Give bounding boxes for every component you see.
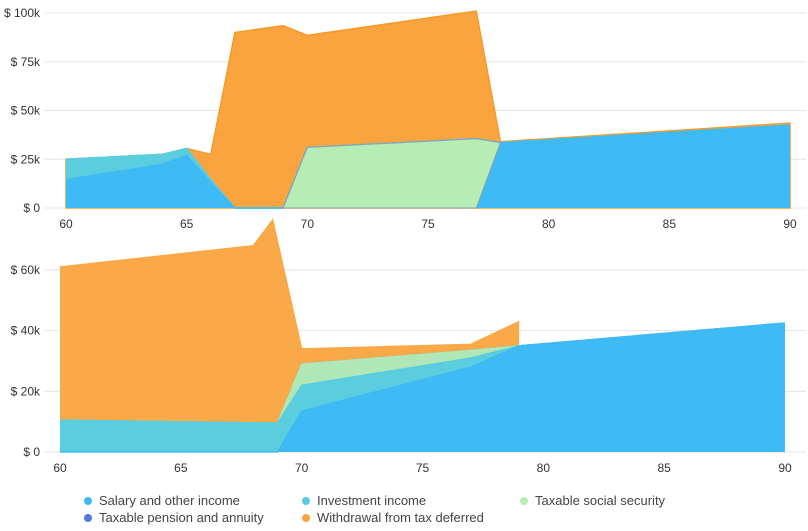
y-tick-label: $ 50k (11, 104, 41, 118)
x-tick-label: 90 (783, 217, 797, 231)
x-tick-label: 85 (657, 461, 671, 475)
y-tick-label: $ 40k (11, 324, 41, 338)
legend-dot-icon (302, 513, 310, 522)
x-tick-label: 75 (416, 461, 430, 475)
chart-legend: Salary and other income Investment incom… (84, 492, 764, 526)
x-tick-label: 65 (180, 217, 194, 231)
legend-item-pension[interactable]: Taxable pension and annuity (84, 510, 302, 525)
area-social-security-overlay (282, 138, 502, 209)
legend-dot-icon (520, 496, 528, 505)
x-tick-label: 80 (542, 217, 556, 231)
legend-label: Investment income (317, 493, 427, 508)
y-tick-label: $ 20k (11, 384, 41, 398)
y-tick-label: $ 75k (11, 55, 41, 69)
y-tick-label: $ 60k (11, 263, 41, 277)
legend-item-salary[interactable]: Salary and other income (84, 493, 302, 508)
y-tick-label: $ 25k (11, 152, 41, 166)
y-tick-label: $ 100k (4, 6, 41, 20)
chart-panel-1: $ 0 $ 25k $ 50k $ 75k $ 100k 60 65 70 75 80 85 90 (4, 6, 806, 231)
legend-dot-icon (302, 496, 310, 505)
legend-dot-icon (84, 513, 92, 522)
x-tick-label: 70 (295, 461, 309, 475)
area-salary-and-other-income (60, 323, 785, 452)
legend-item-social-security[interactable]: Taxable social security (520, 493, 665, 508)
legend-row-1: Salary and other income Investment incom… (84, 492, 764, 509)
legend-label: Taxable pension and annuity (99, 510, 264, 525)
area-edge (60, 322, 786, 453)
x-tick-label: 60 (53, 461, 67, 475)
x-tick-label: 80 (537, 461, 551, 475)
x-tick-label: 75 (421, 217, 435, 231)
legend-label: Salary and other income (99, 493, 240, 508)
x-tick-label: 60 (59, 217, 73, 231)
chart-panel-2: $ 0 $ 20k $ 40k $ 60k 60 65 70 75 80 85 90 (11, 218, 806, 475)
legend-label: Taxable social security (535, 493, 666, 508)
x-tick-label: 85 (663, 217, 677, 231)
y-tick-label: $ 0 (23, 445, 40, 459)
legend-item-withdrawal[interactable]: Withdrawal from tax deferred (302, 510, 520, 525)
legend-item-investment[interactable]: Investment income (302, 493, 520, 508)
legend-row-2: Taxable pension and annuity Withdrawal f… (84, 509, 764, 526)
legend-label: Withdrawal from tax deferred (317, 510, 484, 525)
x-tick-label: 90 (778, 461, 792, 475)
y-tick-label: $ 0 (23, 201, 40, 215)
legend-dot-icon (84, 496, 92, 505)
x-tick-label: 70 (301, 217, 315, 231)
x-tick-label: 65 (174, 461, 188, 475)
area-edge (59, 218, 520, 350)
